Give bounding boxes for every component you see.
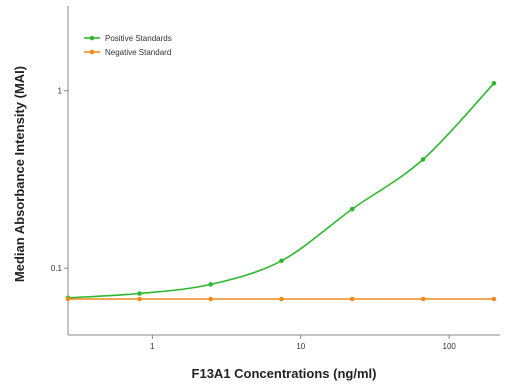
data-point xyxy=(491,296,497,302)
x-tick-label: 10 xyxy=(296,342,305,351)
data-point xyxy=(349,206,355,212)
series-line-positive xyxy=(67,82,495,299)
data-point xyxy=(420,157,426,162)
data-point xyxy=(349,296,355,302)
x-axis-title: F13A1 Concentrations (ng/ml) xyxy=(192,366,377,381)
series-layer xyxy=(65,81,497,302)
legend-label: Positive Standards xyxy=(105,34,172,43)
data-point xyxy=(65,296,71,302)
y-tick-label: 1 xyxy=(58,87,63,96)
plot-area: 0.11 1 10 100 xyxy=(51,6,500,351)
data-point xyxy=(279,296,284,302)
y-ticks: 0.11 xyxy=(51,87,68,273)
y-axis-title: Median Absorbance Intensity (MAI) xyxy=(12,66,27,282)
x-tick-label: 100 xyxy=(443,342,457,351)
y-tick-label: 0.1 xyxy=(51,264,63,273)
data-point xyxy=(137,296,142,302)
legend-swatch-marker xyxy=(89,49,95,55)
legend: Positive Standards Negative Standard xyxy=(84,34,172,57)
data-point xyxy=(491,81,497,86)
legend-swatch-marker xyxy=(89,35,95,41)
data-point xyxy=(420,296,426,302)
legend-label: Negative Standard xyxy=(105,48,171,57)
data-point xyxy=(208,296,213,302)
data-point xyxy=(137,291,142,296)
x-tick-label: 1 xyxy=(150,342,155,351)
data-point xyxy=(279,258,284,264)
x-ticks: 1 10 100 xyxy=(150,335,456,351)
data-point xyxy=(208,282,213,287)
